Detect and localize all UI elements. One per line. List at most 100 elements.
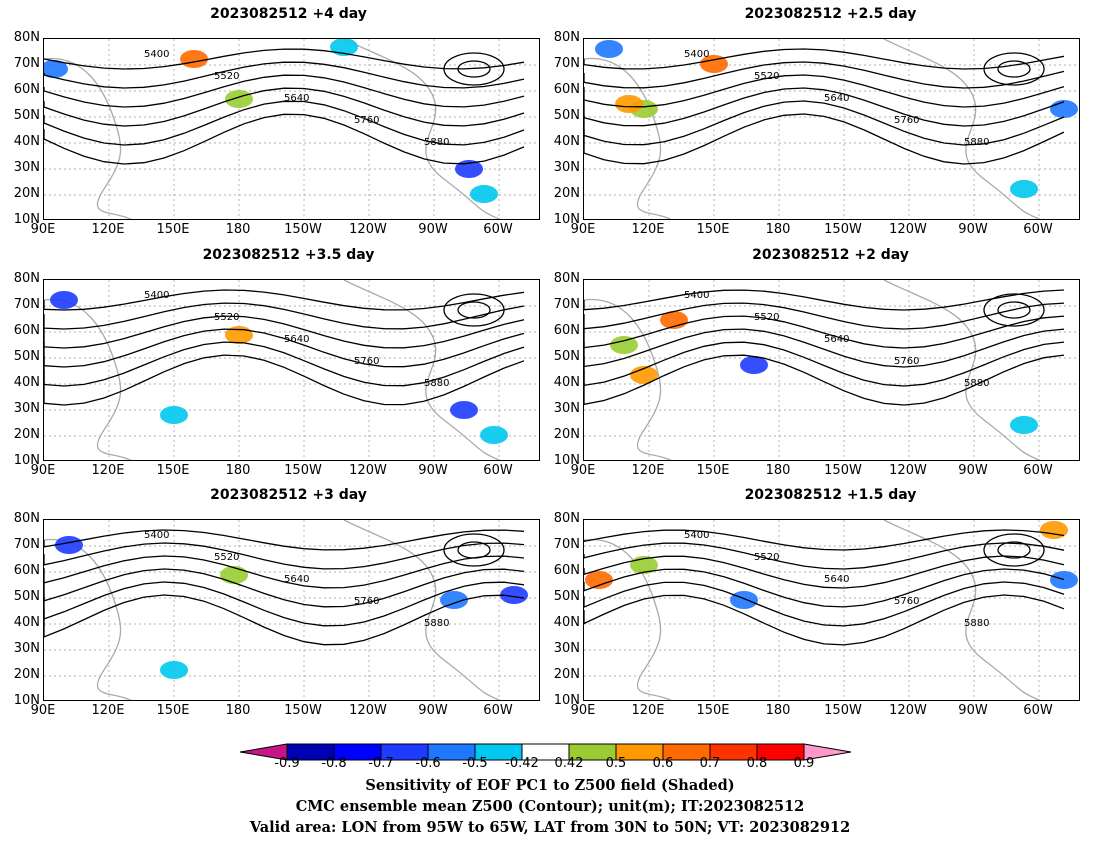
contour-label: 5640 (824, 334, 849, 345)
lon-tick-label: 150E (156, 703, 190, 718)
coastline-asia (44, 298, 132, 460)
lat-tick-label: 10N (13, 453, 40, 468)
sensitivity-shade (595, 40, 623, 58)
lon-tick-label: 90E (570, 463, 596, 478)
sensitivity-shade (615, 95, 643, 113)
map-canvas: 5400 5520 5640 5760 5880 (44, 39, 539, 219)
colorbar-tick-label: -0.42 (505, 756, 539, 771)
lon-tick-label: 120W (889, 463, 927, 478)
panel-title-4: 2023082512 +2 day (752, 247, 909, 263)
lat-tick-label: 80N (553, 30, 580, 45)
lon-tick-label: 120E (91, 463, 125, 478)
sensitivity-shade (1050, 571, 1078, 589)
lon-tick-label: 150E (696, 463, 730, 478)
lon-tick-label: 120E (91, 222, 125, 237)
map-canvas: 5400 5520 5640 5760 5880 (584, 520, 1079, 700)
lat-tick-label: 70N (13, 56, 40, 71)
z500-contour (457, 541, 491, 559)
lat-tick-label: 80N (553, 271, 580, 286)
sensitivity-shade (180, 50, 208, 68)
z500-contour (584, 302, 1065, 330)
z500-contour (457, 60, 491, 78)
lat-tick-label: 70N (553, 537, 580, 552)
lon-tick-label: 150W (284, 222, 322, 237)
coastline-asia (44, 57, 132, 219)
map-panel-6: 5400 5520 5640 5760 5880 (583, 519, 1080, 701)
contour-label: 5880 (964, 137, 989, 148)
lat-tick-label: 30N (553, 160, 580, 175)
lon-tick-label: 90W (418, 222, 448, 237)
lat-tick-label: 20N (13, 427, 40, 442)
sensitivity-shade (450, 401, 478, 419)
colorbar-tick-label: 0.6 (652, 756, 674, 771)
lat-tick-label: 10N (553, 453, 580, 468)
sensitivity-shade (700, 55, 728, 73)
z500-contour (584, 87, 1065, 127)
sensitivity-shade (50, 291, 78, 309)
lat-tick-label: 50N (13, 349, 40, 364)
lon-tick-label: 120E (91, 703, 125, 718)
caption-line-2: CMC ensemble mean Z500 (Contour); unit(m… (295, 798, 805, 815)
caption-line-3: Valid area: LON from 95W to 65W, LAT fro… (249, 819, 851, 836)
lat-tick-label: 80N (553, 511, 580, 526)
contour-label: 5880 (424, 378, 449, 389)
z500-contour (584, 555, 1065, 589)
lon-tick-label: 150E (696, 703, 730, 718)
lat-tick-label: 70N (553, 297, 580, 312)
contour-label: 5400 (144, 530, 169, 541)
lat-tick-label: 50N (553, 589, 580, 604)
sensitivity-shade (470, 185, 498, 203)
z500-contour (584, 529, 1065, 551)
contour-label: 5520 (214, 71, 239, 82)
z500-contour (584, 48, 1065, 70)
coastline-asia (584, 538, 672, 700)
lon-tick-label: 120E (631, 222, 665, 237)
lon-tick-label: 90W (418, 703, 448, 718)
lat-tick-label: 20N (13, 667, 40, 682)
contour-label: 5880 (964, 378, 989, 389)
lat-tick-label: 50N (553, 349, 580, 364)
z500-contour (584, 341, 1065, 387)
lat-tick-label: 40N (553, 375, 580, 390)
z500-contour (44, 581, 525, 627)
sensitivity-shade (225, 90, 253, 108)
map-panel-4: 5400 5520 5640 5760 5880 (583, 279, 1080, 461)
z500-contour (983, 533, 1045, 567)
contour-label: 5640 (284, 334, 309, 345)
lat-tick-label: 60N (553, 563, 580, 578)
contour-label: 5520 (754, 552, 779, 563)
colorbar-tick-label: -0.5 (462, 756, 488, 771)
lon-tick-label: 120W (349, 463, 387, 478)
lat-tick-label: 30N (13, 641, 40, 656)
contour-label: 5400 (144, 49, 169, 60)
lon-tick-label: 150E (156, 222, 190, 237)
z500-contour (44, 302, 525, 330)
z500-contour (44, 61, 525, 89)
sensitivity-shade (500, 586, 528, 604)
sensitivity-shade (610, 336, 638, 354)
lon-tick-label: 150W (284, 463, 322, 478)
coastline-asia (584, 57, 672, 219)
z500-contour (584, 100, 1065, 146)
lon-tick-label: 150W (824, 463, 862, 478)
lat-tick-label: 80N (13, 511, 40, 526)
map-panel-2: 5400 5520 5640 5760 5880 (583, 38, 1080, 220)
lon-tick-label: 180 (225, 463, 251, 478)
map-canvas: 5400 5520 5640 5760 5880 (584, 280, 1079, 460)
lat-tick-label: 30N (553, 641, 580, 656)
contour-label: 5760 (354, 115, 379, 126)
lon-tick-label: 180 (225, 222, 251, 237)
panel-title-1: 2023082512 +4 day (210, 6, 367, 22)
colorbar-upper-triangle (803, 743, 852, 761)
lat-tick-label: 10N (553, 212, 580, 227)
lon-tick-label: 90E (30, 703, 56, 718)
lon-tick-label: 90E (30, 222, 56, 237)
z500-contour (44, 354, 525, 406)
z500-contour (584, 315, 1065, 349)
z500-contour (983, 52, 1045, 86)
panel-title-3: 2023082512 +3.5 day (202, 247, 375, 263)
z500-contour (44, 568, 525, 608)
lon-tick-label: 60W (483, 222, 513, 237)
map-canvas: 5400 5520 5640 5760 5880 (44, 280, 539, 460)
colorbar-tick-label: 0.42 (554, 756, 584, 771)
